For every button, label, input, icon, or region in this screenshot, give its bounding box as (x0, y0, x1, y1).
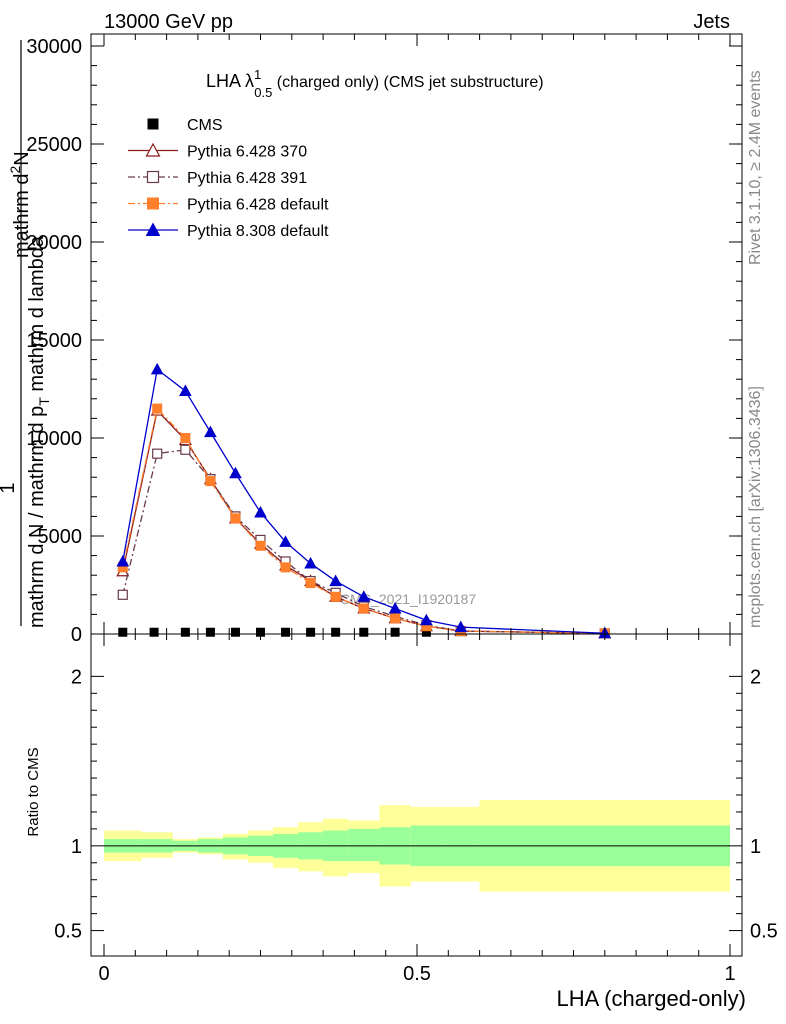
marker-filled-triangle (116, 554, 130, 567)
main-ytick-label: 20000 (26, 232, 82, 254)
ratio-ylabel: Ratio to CMS (25, 747, 42, 836)
series-3 (117, 403, 610, 639)
marker-filled-triangle (357, 590, 371, 602)
header-left: 13000 GeV pp (104, 11, 233, 33)
ylabel-a1: mathrm d N / mathrm d p (26, 406, 48, 628)
ratio-ytick-label-right: 0.5 (750, 921, 778, 943)
main-panel: CMS_2021_I1920187 0 5000 10000 15000 20000 25… (26, 33, 743, 646)
ratio-ytick-label-left: 0.5 (54, 921, 82, 943)
marker-open-square (180, 444, 191, 455)
main-series-group (116, 362, 612, 639)
marker-filled-triangle (204, 425, 217, 438)
marker-square (358, 603, 369, 614)
marker-filled-triangle (388, 601, 402, 614)
ylabel-numerator: mathrm d2N (7, 151, 33, 258)
ratio-frame (90, 633, 743, 957)
marker-filled-triangle (420, 613, 433, 626)
ratio-panel: 0 0.5 1 0.5 0.5 1 1 2 2 (54, 633, 778, 985)
legend-label: Pythia 6.428 default (187, 197, 329, 214)
side-label-top: Rivet 3.1.10, ≥ 2.4M events (747, 70, 764, 265)
ratio-ytick-label-left: 1 (71, 836, 82, 858)
ratio-xtick-label: 1 (724, 963, 735, 985)
legend-label: CMS (187, 117, 223, 134)
marker-square (331, 627, 341, 637)
marker-open-triangle (145, 142, 161, 157)
marker-open-square (152, 448, 163, 459)
series-line (122, 368, 605, 634)
marker-square (180, 627, 190, 637)
main-ytick-label: 30000 (26, 36, 82, 58)
legend-label: Pythia 6.428 391 (187, 170, 307, 187)
legend-label: Pythia 6.428 370 (187, 144, 307, 161)
marker-square (205, 476, 216, 487)
marker-square (147, 197, 159, 210)
marker-square (330, 591, 341, 602)
ylabel-b: mathrm d (11, 174, 33, 258)
ratio-axes: 0 0.5 1 0.5 0.5 1 1 2 2 (54, 633, 778, 985)
legend: CMS Pythia 6.428 370 Pythia 6.428 391 Pythi… (128, 117, 329, 240)
main-ytick-label: 10000 (26, 428, 82, 450)
marker-square (180, 433, 191, 443)
marker-square (230, 513, 241, 524)
marker-square (306, 627, 316, 637)
marker-filled-triangle (254, 505, 267, 518)
marker-filled-triangle (279, 535, 292, 547)
marker-filled-triangle (454, 620, 468, 633)
legend-label: Pythia 8.308 default (187, 223, 329, 240)
ratio-xtick-label: 0 (98, 963, 109, 985)
marker-square (255, 540, 266, 551)
xlabel: LHA (charged-only) (556, 986, 746, 1011)
marker-filled-triangle (304, 556, 317, 569)
main-ytick-label: 15000 (26, 330, 82, 352)
marker-square (149, 627, 159, 637)
marker-square (147, 118, 159, 130)
marker-square (390, 627, 400, 637)
main-ylabel: 1 mathrm d N / mathrm d pT mathrm d lamb… (0, 40, 52, 628)
main-title-sub: 0.5 (254, 85, 272, 100)
marker-filled-triangle (179, 384, 192, 396)
main-title-base: LHA λ (206, 71, 254, 91)
ratio-bands (104, 800, 730, 892)
marker-open-square (117, 589, 128, 600)
marker-square (390, 613, 401, 624)
main-axes: 0 5000 10000 15000 20000 25000 30000 (26, 33, 743, 646)
marker-square (359, 627, 369, 637)
marker-filled-triangle (145, 222, 161, 236)
main-title: LHA λ1 0.5 (charged only) (CMS jet substr… (206, 67, 544, 100)
marker-filled-triangle (150, 362, 164, 375)
main-title-rest: (charged only) (CMS jet substructure) (272, 74, 543, 91)
main-ytick-label: 5000 (38, 526, 83, 548)
ratio-ytick-label-left: 2 (71, 666, 82, 688)
watermark: CMS_2021_I1920187 (340, 591, 476, 607)
main-ytick-label: 25000 (26, 134, 82, 156)
ylabel-a1-sub: T (36, 397, 52, 406)
ratio-ytick-label-right: 2 (750, 666, 761, 688)
series-4 (116, 362, 612, 639)
marker-square (230, 627, 240, 637)
ylabel-b-sup: 2 (7, 166, 23, 174)
main-title-sup: 1 (254, 67, 261, 82)
ylabel-b-rest: N (11, 151, 33, 165)
side-label-bottom: mcplots.cern.ch [arXiv:1306.3436] (747, 386, 764, 628)
marker-square (305, 578, 316, 589)
ratio-ytick-label-right: 1 (750, 836, 761, 858)
ylabel-one: 1 (0, 482, 19, 493)
ylabel-denominator: mathrm d N / mathrm d pT mathrm d lambda (26, 235, 52, 628)
marker-filled-triangle (329, 574, 342, 587)
marker-square (118, 627, 128, 637)
marker-square (205, 627, 215, 637)
marker-square (152, 403, 163, 414)
header-right: Jets (693, 11, 730, 33)
marker-square (280, 562, 291, 573)
main-ytick-label: 0 (71, 624, 82, 646)
marker-filled-triangle (229, 466, 242, 479)
marker-square (281, 627, 291, 637)
ratio-inner-band (348, 828, 380, 862)
ylabel-a2: mathrm d lambda (26, 235, 48, 397)
series-0 (118, 627, 431, 637)
marker-open-square (146, 170, 160, 184)
ratio-xtick-label: 0.5 (403, 963, 431, 985)
